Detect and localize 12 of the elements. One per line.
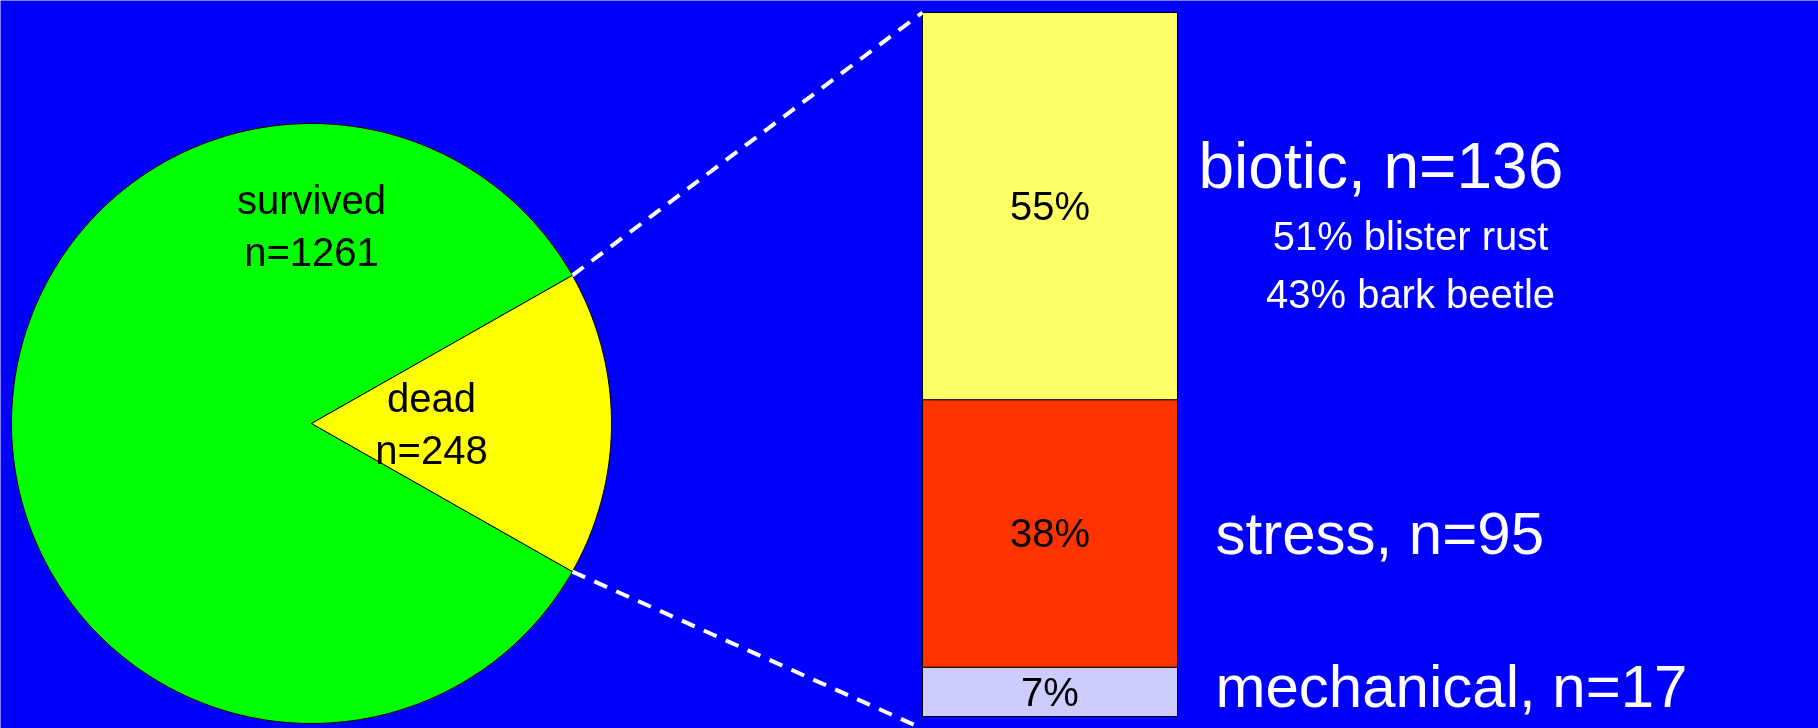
series-label: mechanical, n=17 bbox=[1215, 653, 1688, 720]
data-label: n=248 bbox=[375, 427, 488, 472]
series-label: stress, n=95 bbox=[1215, 499, 1545, 567]
slice-label: dead bbox=[387, 375, 476, 420]
data-label: 38% bbox=[1009, 511, 1091, 556]
text: 51% blister rust bbox=[1272, 214, 1549, 259]
data-label: 7% bbox=[1021, 669, 1079, 714]
data-label: n=1261 bbox=[244, 229, 379, 274]
text: 43% bark beetle bbox=[1265, 272, 1556, 317]
data-label: 55% bbox=[1009, 184, 1091, 229]
slice-label: survived bbox=[237, 177, 386, 222]
series-label: biotic, n=136 bbox=[1198, 130, 1564, 203]
